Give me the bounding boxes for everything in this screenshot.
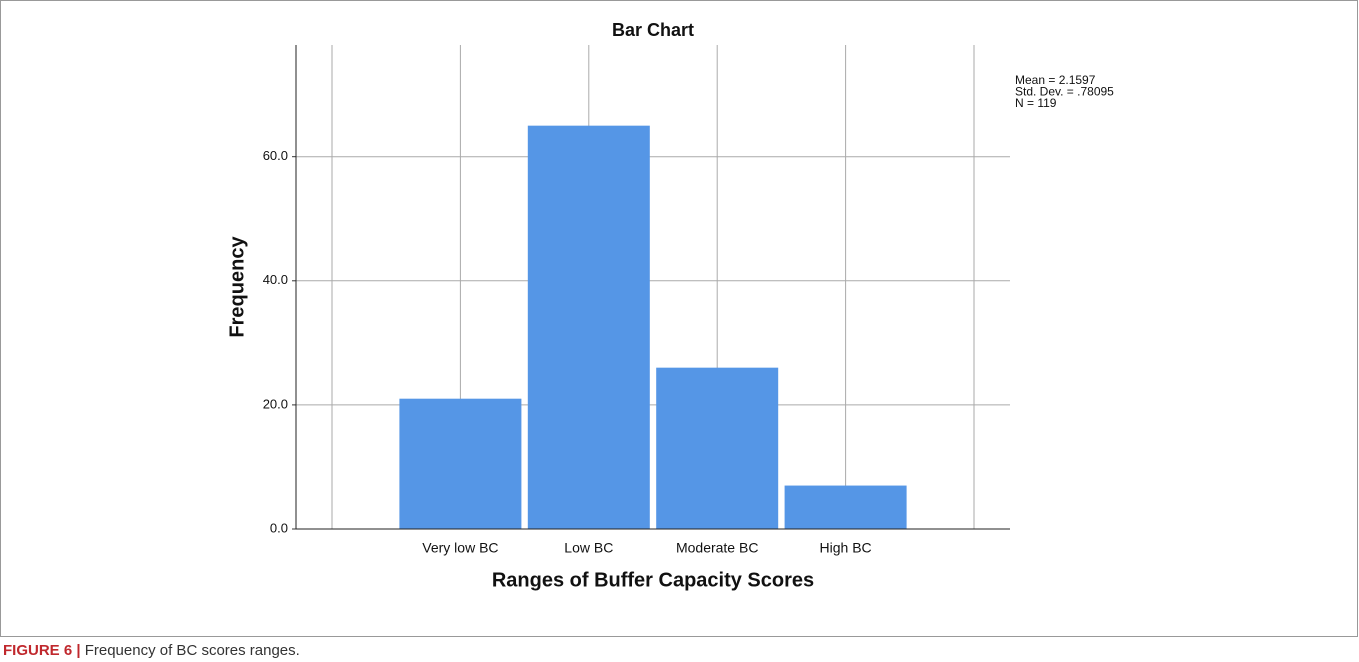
annotation: Std. Dev. = .78095 [1015, 85, 1114, 99]
annotation: Mean = 2.1597 [1015, 73, 1096, 87]
caption-text: Frequency of BC scores ranges. [84, 642, 300, 659]
y-tick-label: 20.0 [263, 396, 288, 411]
chart: Bar Chart Ranges of Buffer Capacity Scor… [0, 0, 1358, 637]
x-tick-label: Very low BC [422, 540, 498, 556]
bar [399, 398, 522, 529]
y-tick-label: 60.0 [263, 148, 288, 163]
x-tick-label: Low BC [564, 540, 613, 556]
y-axis-label: Frequency [226, 236, 248, 338]
chart-title: Bar Chart [612, 20, 694, 40]
caption-label: FIGURE 6 | [3, 642, 81, 659]
x-tick-label: Moderate BC [676, 540, 758, 556]
y-tick-label: 40.0 [263, 272, 288, 287]
x-axis-label: Ranges of Buffer Capacity Scores [492, 569, 814, 591]
annotation: N = 119 [1015, 96, 1057, 110]
y-tick-label: 0.0 [270, 520, 288, 535]
bar [527, 125, 650, 530]
bar [784, 485, 907, 529]
caption: FIGURE 6 | Frequency of BC scores ranges… [3, 642, 300, 659]
bar [656, 367, 779, 529]
frame [0, 0, 1358, 637]
x-tick-label: High BC [820, 540, 872, 556]
